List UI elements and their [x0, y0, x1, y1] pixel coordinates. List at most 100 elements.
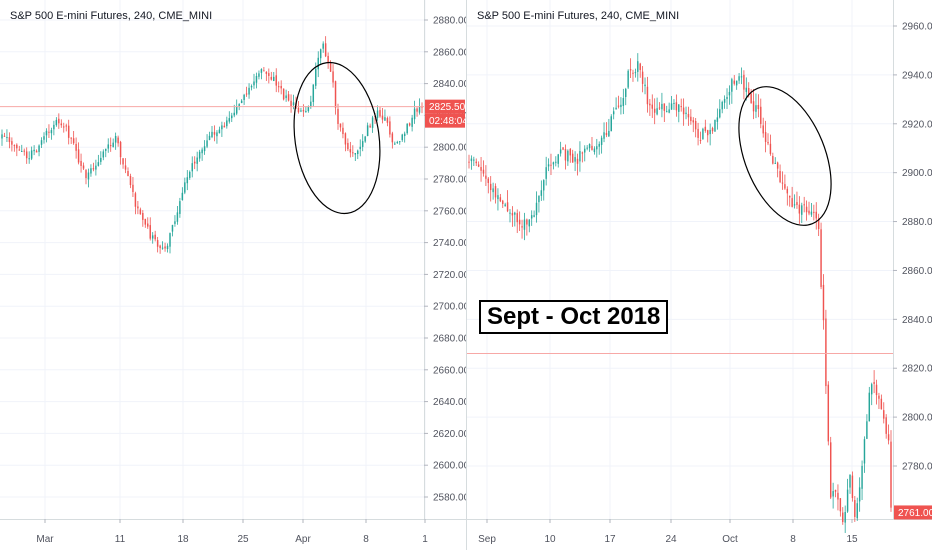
candle-body — [793, 204, 796, 206]
candle-body — [376, 110, 379, 118]
candle-body — [43, 136, 45, 140]
candle-body — [690, 116, 692, 122]
candle-body — [610, 116, 612, 132]
price-tick-label: 2720.00 — [433, 270, 466, 281]
candle-body — [268, 73, 270, 76]
candle-body — [670, 103, 673, 110]
price-axis: 2960.00 2940.00 2920.00 2900.00 2880.00 2860.… — [893, 22, 932, 473]
candle-body — [28, 158, 30, 160]
price-tick-label: 2680.00 — [433, 334, 466, 345]
candle-body — [576, 158, 579, 164]
time-tick-label: 24 — [665, 534, 677, 545]
candle-body — [482, 169, 485, 174]
candle-body — [858, 487, 861, 502]
candle-body — [805, 206, 808, 213]
candle-body — [470, 158, 473, 162]
candle-body — [300, 110, 302, 112]
candle-body — [644, 84, 646, 87]
candle-body — [386, 118, 389, 123]
candle-body — [174, 221, 176, 224]
time-tick-label: 15 — [846, 534, 858, 545]
candle-body — [329, 61, 332, 72]
candle-body — [50, 130, 53, 134]
candle-body — [637, 61, 639, 72]
candle-body — [489, 183, 492, 191]
candle-body — [248, 87, 250, 95]
price-tick-label: 2940.00 — [902, 70, 932, 81]
candle-body — [77, 149, 80, 163]
left-chart-title: S&P 500 E-mini Futures, 240, CME_MINI — [10, 10, 213, 22]
candle-body — [394, 143, 396, 145]
countdown-tag — [425, 113, 465, 128]
time-tick-label: 10 — [544, 534, 556, 545]
time-axis: Sep 10 17 24 Oct 8 15 — [478, 519, 858, 545]
candle-body — [528, 219, 531, 227]
candle-body — [863, 439, 866, 464]
candle-body — [535, 202, 538, 216]
right-chart[interactable]: 2960.00 2940.00 2920.00 2900.00 2880.00 2860.… — [467, 0, 932, 550]
candle-body — [315, 68, 317, 86]
candle-body — [612, 111, 615, 115]
candle-body — [265, 71, 268, 74]
candle-body — [521, 226, 523, 228]
time-tick-label: 8 — [363, 534, 369, 545]
price-tick-label: 2780.00 — [902, 462, 932, 473]
candle-body — [545, 167, 547, 179]
candle-body — [651, 104, 653, 109]
candle-body — [16, 144, 18, 149]
candle-body — [381, 115, 384, 120]
candle-body — [796, 202, 798, 206]
candle-body — [815, 211, 817, 219]
candle-body — [285, 95, 287, 99]
candle-body — [201, 149, 203, 154]
candle-body — [67, 125, 70, 138]
candle-body — [280, 85, 282, 89]
candle-body — [656, 108, 658, 115]
candle-body — [803, 204, 805, 206]
candle-body — [60, 123, 63, 126]
candle-body — [169, 233, 171, 247]
candle-body — [100, 157, 102, 162]
candle-body — [384, 117, 386, 121]
candle-body — [221, 125, 223, 130]
candle-body — [218, 129, 221, 134]
price-tick-label: 2700.00 — [433, 302, 466, 313]
candle-body — [617, 105, 620, 107]
right-chart-pane[interactable]: 2960.00 2940.00 2920.00 2900.00 2880.00 2860.… — [466, 0, 932, 550]
candle-body — [238, 104, 240, 107]
candle-body — [492, 188, 494, 193]
candle-body — [317, 57, 319, 70]
ellipse-annotation — [738, 86, 832, 226]
candle-body — [18, 149, 21, 151]
left-chart-pane[interactable]: 2880.002860.002840.002820.002800.002780.… — [0, 0, 470, 550]
candle-body — [750, 93, 752, 104]
candle-body — [600, 137, 603, 145]
candle-body — [3, 135, 6, 137]
candle-body — [538, 195, 540, 203]
candle-body — [733, 80, 735, 84]
candle-body — [282, 88, 285, 100]
time-tick-label: 25 — [237, 534, 249, 545]
candle-body — [166, 245, 169, 249]
candle-body — [324, 43, 327, 57]
candle-body — [35, 150, 38, 153]
candle-body — [226, 120, 228, 127]
candle-body — [164, 246, 166, 249]
candle-body — [124, 165, 127, 170]
candle-body — [581, 152, 584, 154]
grid-lines — [0, 0, 426, 519]
candle-body — [186, 177, 189, 184]
candle-body — [109, 145, 112, 147]
candle-body — [641, 71, 644, 84]
candle-body — [866, 421, 868, 439]
ellipse-annotation — [293, 61, 381, 215]
candle-body — [161, 247, 164, 249]
time-tick-label: Apr — [295, 534, 311, 545]
candle-body — [680, 106, 682, 108]
candle-body — [38, 145, 40, 152]
candle-body — [675, 102, 678, 111]
candle-body — [418, 106, 421, 113]
left-chart[interactable]: 2880.002860.002840.002820.002800.002780.… — [0, 0, 470, 550]
candle-body — [475, 161, 477, 164]
price-tick-label: 2660.00 — [433, 365, 466, 376]
